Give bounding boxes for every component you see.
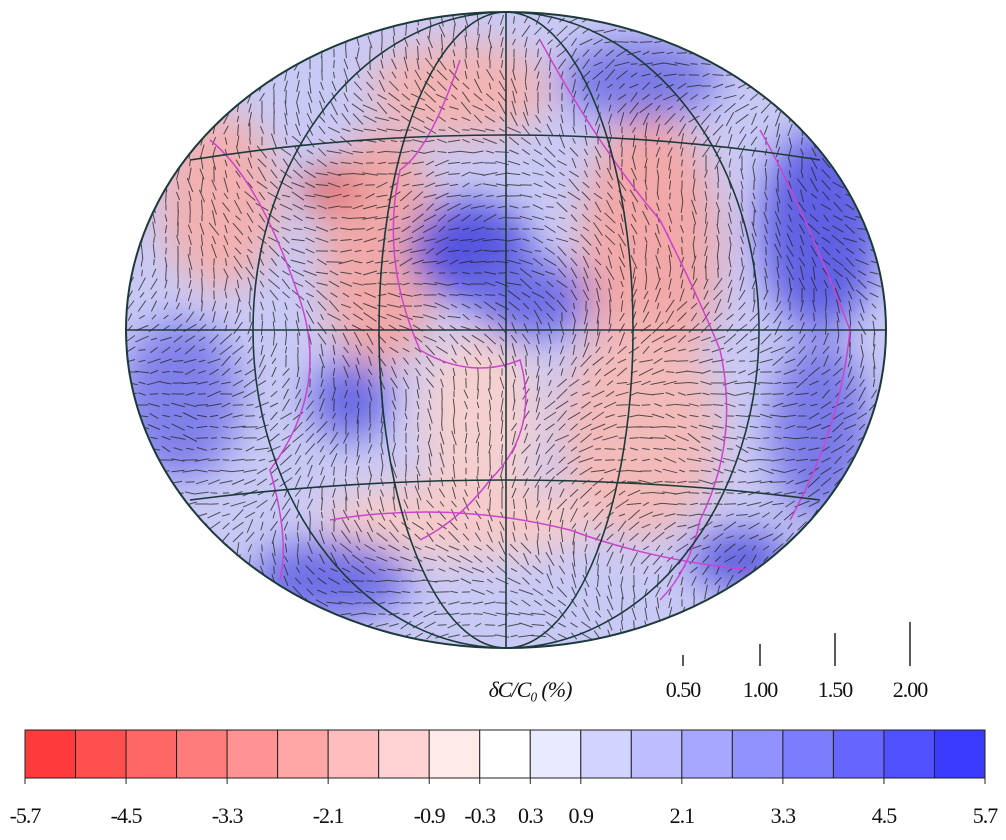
colorbar-band	[580, 729, 632, 779]
colorbar: -5.7 -4.5 -3.3 -2.1 -0.9 -0.3 0.3 0.9 2.1 3.3 4.5 5…	[10, 729, 999, 828]
colorbar-band	[378, 729, 430, 779]
colorbar-band	[24, 729, 77, 779]
scale-label: 1.50	[818, 677, 854, 702]
colorbar-band	[428, 729, 481, 779]
colorbar-tick-label: 4.5	[872, 803, 898, 828]
colorbar-band	[731, 729, 784, 779]
colorbar-band	[75, 729, 127, 779]
graticule	[126, 12, 886, 648]
colorbar-tick-label: 5.7	[973, 803, 999, 828]
colorbar-tick-label: -3.3	[212, 803, 244, 828]
colorbar-tick-label: -0.9	[414, 803, 446, 828]
colorbar-tick-label: 0.9	[569, 803, 595, 828]
scale-label: 1.00	[743, 677, 779, 702]
colorbar-band	[327, 729, 380, 779]
colorbar-tick-label: -2.1	[313, 803, 344, 828]
colorbar-band	[630, 729, 683, 779]
colorbar-band	[125, 729, 178, 779]
colorbar-band	[883, 729, 935, 779]
colorbar-tick-label: -0.3	[464, 803, 496, 828]
colorbar-label: δC/C₀ (%)	[489, 677, 572, 702]
colorbar-band	[529, 729, 582, 779]
colorbar-band	[782, 729, 834, 779]
colorbar-tick-label: 0.3	[518, 803, 544, 828]
scale-label: 0.50	[666, 677, 702, 702]
scale-label: 2.00	[893, 677, 929, 702]
globe-outline	[125, 11, 887, 649]
colorbar-tick-label: -4.5	[111, 803, 143, 828]
colorbar-band	[277, 729, 329, 779]
colorbar-band	[479, 729, 531, 779]
colorbar-band	[226, 729, 279, 779]
colorbar-tick-label: 3.3	[771, 803, 797, 828]
colorbar-tick-label: -5.7	[10, 803, 42, 828]
colorbar-band	[176, 729, 228, 779]
colorbar-tick-label: 2.1	[670, 803, 695, 828]
scale-legend: 0.50 1.00 1.50 2.00	[666, 622, 929, 702]
colorbar-band	[933, 729, 986, 779]
colorbar-band	[832, 729, 885, 779]
colorbar-band	[681, 729, 733, 779]
